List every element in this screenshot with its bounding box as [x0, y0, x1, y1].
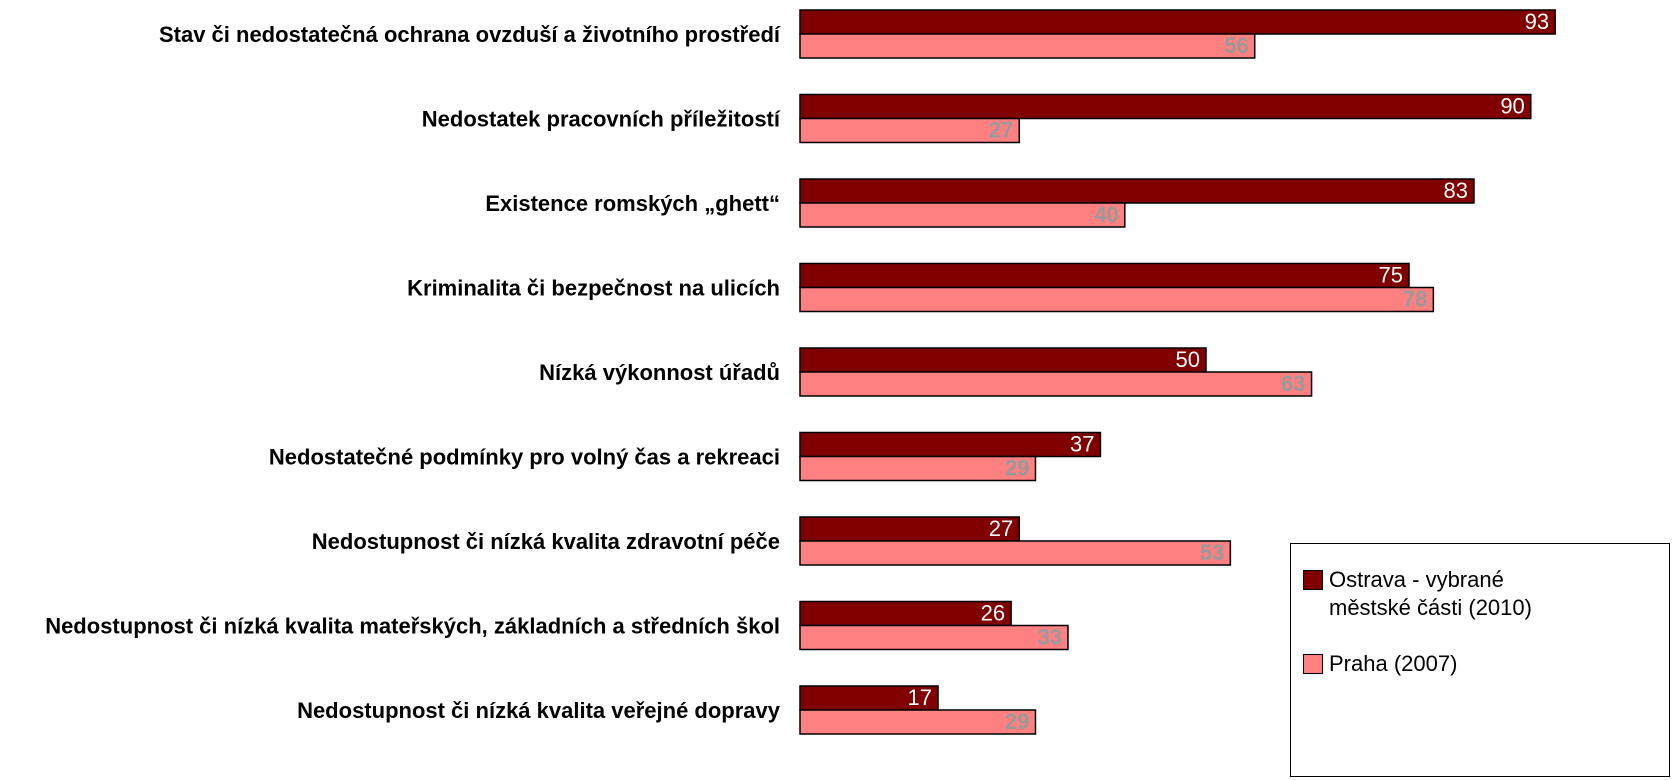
category-label: Stav či nedostatečná ochrana ovzduší a ž…: [159, 22, 781, 47]
data-label: 40: [1094, 202, 1118, 227]
bar: [799, 600, 1012, 627]
legend-label: Ostrava - vybrané městské části (2010): [1329, 567, 1532, 620]
category-label: Kriminalita či bezpečnost na ulicích: [407, 275, 780, 300]
bar: [799, 262, 1410, 289]
category-label: Existence romských „ghett“: [485, 191, 780, 216]
bar: [799, 9, 1556, 35]
data-label: 27: [989, 117, 1013, 142]
bar: [799, 347, 1207, 373]
data-label: 33: [1037, 624, 1061, 649]
data-label: 27: [989, 516, 1013, 541]
category-label: Nedostupnost či nízká kvalita veřejné do…: [297, 698, 781, 723]
data-label: 63: [1281, 371, 1305, 396]
data-label: 26: [981, 600, 1005, 625]
legend: Ostrava - vybrané městské části (2010) Pr…: [1290, 543, 1670, 777]
category-label: Nedostatek pracovních příležitostí: [422, 106, 781, 131]
category-label: Nedostupnost či nízká kvalita zdravotní …: [312, 529, 780, 554]
data-label: 83: [1443, 178, 1467, 203]
category-label: Nízká výkonnost úřadů: [539, 360, 780, 385]
bar: [799, 516, 1020, 542]
bar: [799, 709, 1037, 735]
bar: [799, 117, 1020, 144]
bar: [799, 455, 1037, 482]
data-label: 90: [1500, 93, 1524, 118]
legend-label: Praha (2007): [1329, 651, 1458, 676]
legend-swatch: [1303, 654, 1323, 674]
data-label: 29: [1005, 709, 1029, 734]
data-label: 29: [1005, 455, 1029, 480]
data-label: 93: [1525, 9, 1549, 34]
data-label: 37: [1070, 431, 1094, 456]
data-label: 75: [1379, 262, 1403, 287]
bar: [799, 286, 1435, 313]
bar: [799, 33, 1256, 59]
legend-entry: Praha (2007): [1303, 650, 1669, 678]
bar: [799, 371, 1313, 397]
category-label: Nedostupnost či nízká kvalita mateřských…: [45, 613, 780, 638]
bar: [799, 431, 1102, 458]
data-label: 53: [1200, 540, 1224, 565]
data-label: 56: [1224, 33, 1248, 58]
category-label: Nedostatečné podmínky pro volný čas a re…: [269, 444, 780, 469]
bar: [799, 93, 1532, 120]
legend-entry: Ostrava - vybrané městské části (2010): [1303, 566, 1669, 622]
bar: [799, 624, 1069, 651]
data-label: 78: [1403, 286, 1427, 311]
bar: [799, 540, 1232, 566]
legend-swatch: [1303, 570, 1323, 590]
data-label: 17: [908, 685, 932, 710]
bar: [799, 202, 1126, 228]
bar: [799, 178, 1475, 204]
data-label: 50: [1176, 347, 1200, 372]
